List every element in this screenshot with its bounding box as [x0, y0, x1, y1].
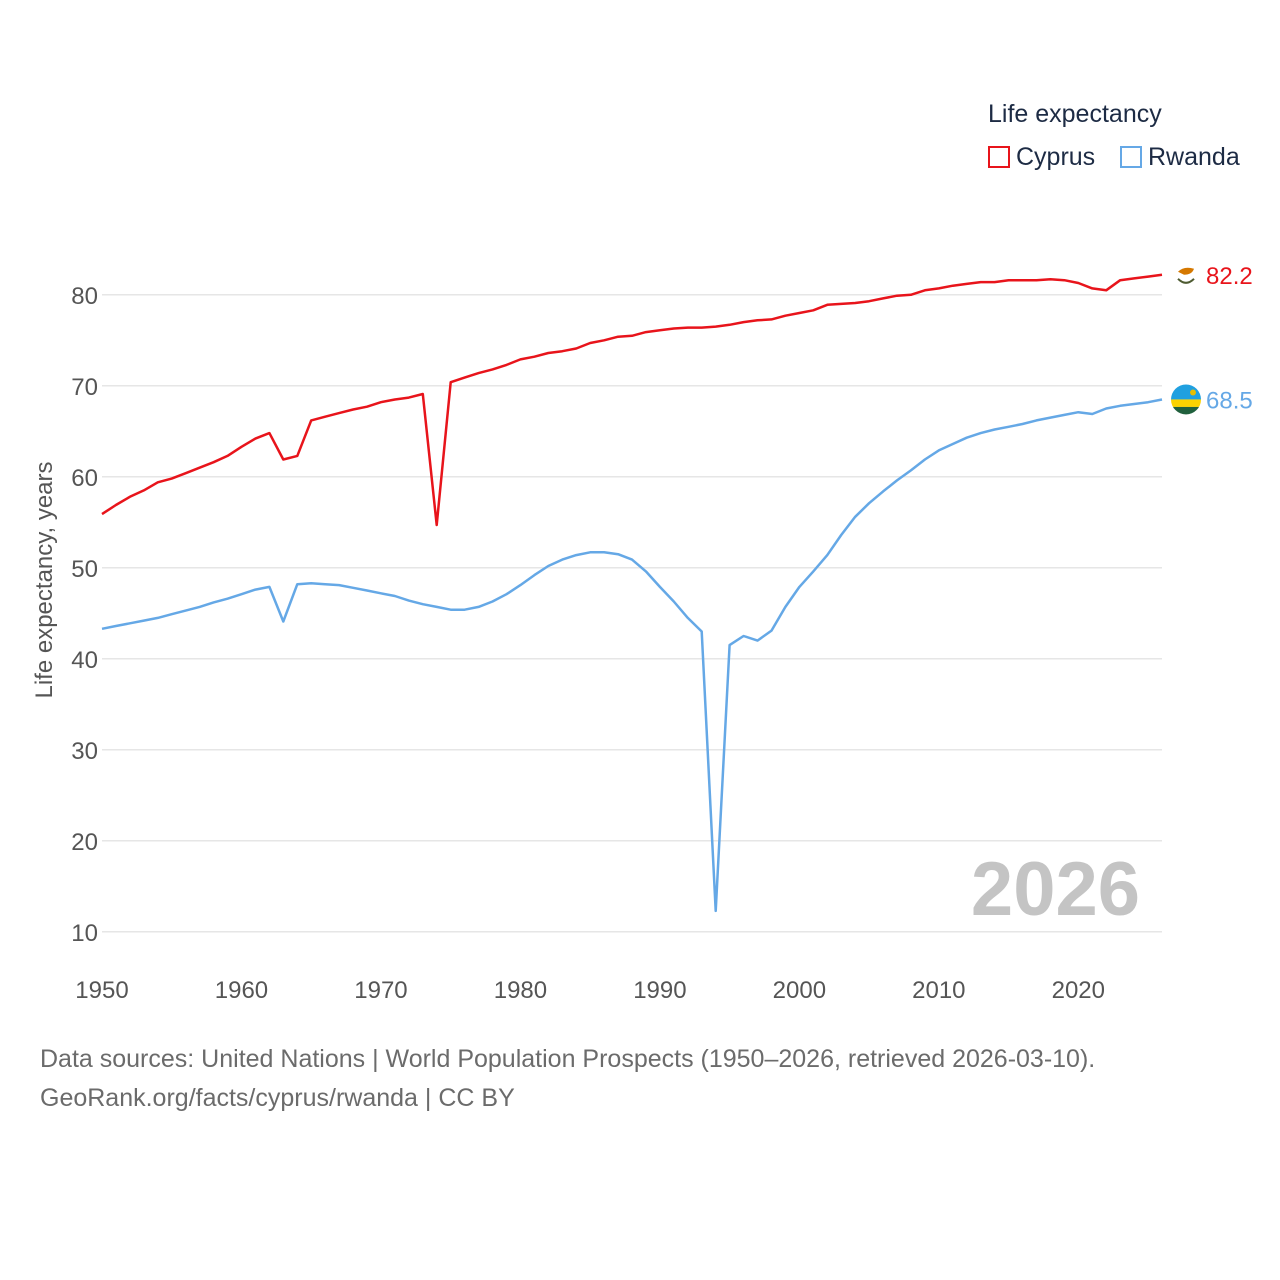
y-tick-label: 60 — [71, 465, 98, 492]
y-tick-label: 70 — [71, 374, 98, 401]
x-tick-label: 1950 — [75, 977, 128, 1004]
y-tick-label: 40 — [71, 647, 98, 674]
y-tick-label: 20 — [71, 829, 98, 856]
legend-swatch-rwanda — [1120, 146, 1142, 168]
y-axis-label: Life expectancy, years — [31, 461, 58, 698]
y-tick-label: 10 — [71, 920, 98, 947]
end-value-label-rwanda: 68.5 — [1206, 387, 1253, 414]
legend-item-rwanda[interactable]: Rwanda — [1120, 142, 1240, 172]
series-line-rwanda — [101, 398, 1163, 913]
y-tick-label: 50 — [71, 556, 98, 583]
cyprus-flag-icon — [1171, 259, 1201, 290]
end-value-label-cyprus: 82.2 — [1206, 263, 1253, 290]
x-tick-label: 1970 — [354, 977, 407, 1004]
grid-lines — [102, 294, 1162, 933]
x-tick-label: 2020 — [1052, 977, 1105, 1004]
series-lines — [101, 273, 1163, 913]
footer-sources: Data sources: United Nations | World Pop… — [40, 1045, 1096, 1073]
current-year-label: 2026 — [970, 847, 1140, 932]
x-tick-label: 2000 — [773, 977, 826, 1004]
x-tick-label: 1990 — [633, 977, 686, 1004]
legend-label-cyprus: Cyprus — [1016, 142, 1096, 171]
legend-swatch-cyprus — [988, 146, 1010, 168]
x-tick-label: 1960 — [215, 977, 268, 1004]
legend-item-cyprus[interactable]: Cyprus — [988, 142, 1095, 172]
end-labels: 82.2 68.5 — [1171, 259, 1253, 415]
footer-link[interactable]: GeoRank.org/facts/cyprus/rwanda | CC BY — [40, 1084, 515, 1112]
x-axis: 1950 1960 1970 1980 1990 2000 2010 2020 — [75, 977, 1105, 1004]
x-tick-label: 1980 — [494, 977, 547, 1004]
x-tick-label: 2010 — [912, 977, 965, 1004]
rwanda-flag-icon — [1171, 384, 1201, 415]
y-tick-label: 30 — [71, 738, 98, 765]
legend-title: Life expectancy — [988, 100, 1162, 128]
series-line-cyprus — [101, 273, 1163, 527]
legend-label-rwanda: Rwanda — [1148, 142, 1240, 171]
y-axis: 10 20 30 40 50 60 70 80 — [71, 283, 98, 947]
y-tick-label: 80 — [71, 283, 98, 310]
